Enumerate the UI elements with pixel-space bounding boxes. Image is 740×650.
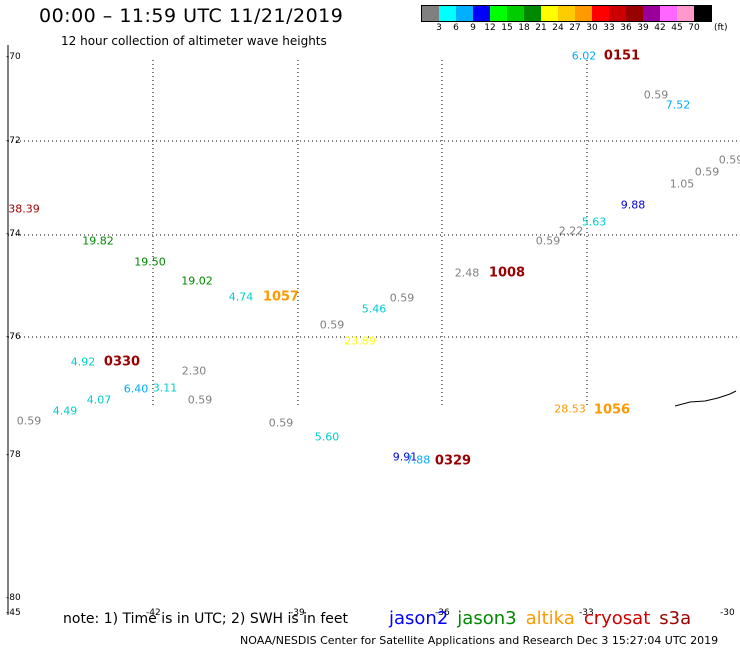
wave-height-value: 7.88 bbox=[405, 453, 431, 467]
wave-height-color-scale bbox=[421, 5, 712, 22]
map-subtitle: 12 hour collection of altimeter wave hei… bbox=[61, 34, 327, 48]
color-scale-label: 27 bbox=[569, 23, 581, 33]
wave-height-value: 28.53 bbox=[554, 402, 586, 416]
color-scale-label: 6 bbox=[453, 23, 459, 33]
color-swatch bbox=[677, 6, 694, 21]
wave-height-value: 1.05 bbox=[669, 177, 695, 191]
wave-height-value: 4.07 bbox=[86, 393, 112, 407]
pass-time-label: 1056 bbox=[593, 402, 631, 418]
color-scale-label: 21 bbox=[535, 23, 547, 33]
wave-height-value: 4.92 bbox=[70, 355, 96, 369]
color-swatch bbox=[422, 6, 439, 21]
color-swatch bbox=[524, 6, 541, 21]
pass-time-label: 0330 bbox=[103, 354, 141, 370]
color-scale-label: 39 bbox=[637, 23, 649, 33]
wave-height-value: 0.59 bbox=[694, 165, 720, 179]
color-swatch bbox=[507, 6, 524, 21]
wave-height-value: 0.59 bbox=[16, 414, 42, 428]
wave-height-value: 0.59 bbox=[187, 393, 213, 407]
color-scale-label: 9 bbox=[470, 23, 476, 33]
wave-height-value: 38.39 bbox=[8, 202, 40, 216]
wave-height-value: 2.22 bbox=[558, 224, 584, 238]
color-scale-label: 30 bbox=[586, 23, 598, 33]
satellite-s3a: s3a bbox=[659, 608, 692, 629]
color-scale-label: 42 bbox=[654, 23, 666, 33]
color-scale-label: 70 bbox=[688, 23, 700, 33]
coastline bbox=[674, 390, 737, 407]
wave-height-value: 19.82 bbox=[82, 234, 114, 248]
color-scale-label: 12 bbox=[484, 23, 496, 33]
lat-label-70: -70 bbox=[6, 52, 21, 62]
lat-label-74: -74 bbox=[6, 229, 21, 239]
lon-label-39: -39 bbox=[290, 608, 305, 618]
color-swatch bbox=[456, 6, 473, 21]
pass-time-label: 1057 bbox=[262, 289, 300, 305]
wave-height-value: 0.59 bbox=[535, 234, 561, 248]
wave-height-value: 5.46 bbox=[361, 302, 387, 316]
lon-label-36: -36 bbox=[435, 608, 450, 618]
wave-height-value: 5.63 bbox=[581, 215, 607, 229]
lat-label-80: -80 bbox=[6, 593, 21, 603]
color-swatch bbox=[643, 6, 660, 21]
color-swatch bbox=[609, 6, 626, 21]
pass-time-label: 0329 bbox=[434, 453, 472, 469]
map-title: 00:00 – 11:59 UTC 11/21/2019 bbox=[39, 5, 344, 27]
wave-height-value: 9.91 bbox=[392, 450, 418, 464]
color-swatch bbox=[439, 6, 456, 21]
color-swatch bbox=[558, 6, 575, 21]
color-scale-label: 33 bbox=[603, 23, 615, 33]
wave-height-value: 0.59 bbox=[319, 318, 345, 332]
lon-label-42: -42 bbox=[146, 608, 161, 618]
wave-height-value: 7.52 bbox=[665, 98, 691, 112]
wave-height-value: 4.49 bbox=[52, 404, 78, 418]
satellite-legend: jason2 jason3 altika cryosat s3a bbox=[389, 608, 700, 629]
wave-height-value: 0.59 bbox=[389, 291, 415, 305]
color-scale-label: 15 bbox=[501, 23, 513, 33]
color-scale-label: 45 bbox=[671, 23, 683, 33]
wave-height-value: 2.48 bbox=[454, 266, 480, 280]
wave-height-value: 23.89 bbox=[344, 334, 376, 348]
color-swatch bbox=[541, 6, 558, 21]
satellite-jason2: jason2 bbox=[389, 608, 449, 629]
color-swatch bbox=[473, 6, 490, 21]
color-swatch bbox=[575, 6, 592, 21]
lat-label-72: -72 bbox=[6, 136, 21, 146]
wave-height-value: 3.11 bbox=[152, 381, 178, 395]
wave-height-value: 0.59 bbox=[718, 153, 740, 167]
wave-height-value: 2.30 bbox=[181, 364, 207, 378]
color-scale-label: 3 bbox=[436, 23, 442, 33]
wave-height-value: 9.88 bbox=[620, 198, 646, 212]
pass-time-label: 1008 bbox=[488, 265, 526, 281]
color-swatch bbox=[626, 6, 643, 21]
color-scale-label: 24 bbox=[552, 23, 564, 33]
satellite-altika: altika bbox=[525, 608, 575, 629]
wave-height-value: 6.40 bbox=[123, 382, 149, 396]
wave-height-value: 19.50 bbox=[134, 255, 166, 269]
color-scale-label: 18 bbox=[518, 23, 530, 33]
lon-label-30: -30 bbox=[720, 608, 735, 618]
wave-height-value: 0.59 bbox=[268, 416, 294, 430]
color-swatch bbox=[694, 6, 711, 21]
unit-label: (ft) bbox=[714, 23, 728, 33]
lat-label-78: -78 bbox=[6, 450, 21, 460]
lat-label-76: -76 bbox=[6, 332, 21, 342]
wave-height-value: 4.74 bbox=[228, 290, 254, 304]
color-scale-label: 36 bbox=[620, 23, 632, 33]
lon-label-33: -33 bbox=[579, 608, 594, 618]
wave-height-value: 5.60 bbox=[314, 430, 340, 444]
wave-height-value: 19.02 bbox=[181, 274, 213, 288]
color-swatch bbox=[490, 6, 507, 21]
satellite-cryosat: cryosat bbox=[583, 608, 651, 629]
wave-height-value: 0.59 bbox=[643, 88, 669, 102]
wave-height-value: 6.02 bbox=[571, 49, 597, 63]
pass-time-label: 0151 bbox=[603, 48, 641, 64]
color-swatch bbox=[660, 6, 677, 21]
lon-label-45: -45 bbox=[6, 608, 21, 618]
color-swatch bbox=[592, 6, 609, 21]
credit-line: NOAA/NESDIS Center for Satellite Applica… bbox=[240, 634, 719, 647]
satellite-jason3: jason3 bbox=[457, 608, 517, 629]
footer-note: note: 1) Time is in UTC; 2) SWH is in fe… bbox=[63, 611, 349, 627]
